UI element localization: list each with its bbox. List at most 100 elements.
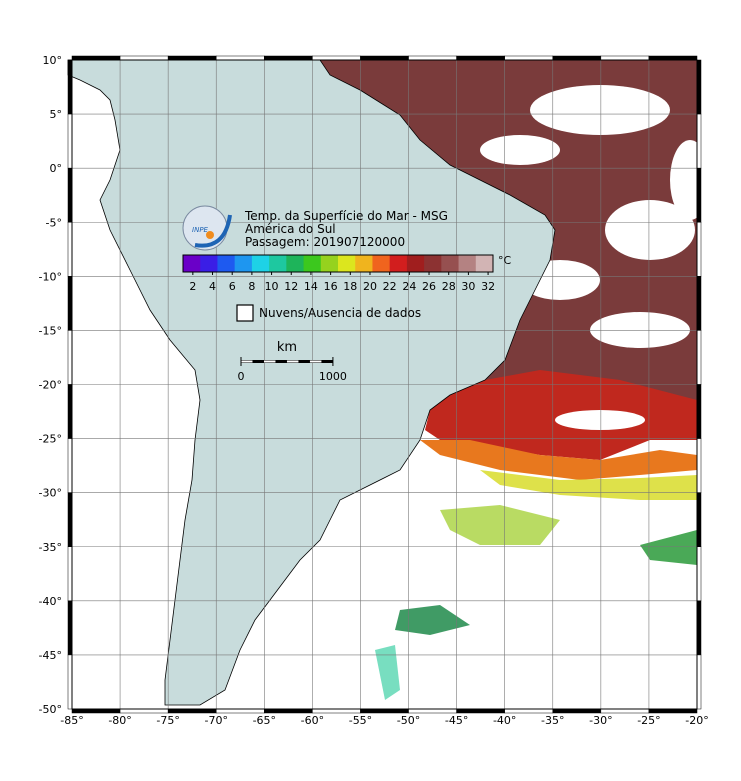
legend-text: Nuvens/Ausencia de dados [259,306,421,320]
frame-segment [67,167,73,223]
lat-label: -25° [39,433,62,446]
frame-segment [696,113,702,169]
colorbar-cell [286,255,305,272]
colorbar-cell [475,255,494,272]
lon-label: -75° [156,714,179,727]
colorbar-cell [234,255,253,272]
frame-segment [504,708,554,714]
frame-segment [67,113,73,169]
colorbar-label: 8 [248,280,255,293]
frame-segment [71,55,121,61]
colorbar-label: 20 [363,280,377,293]
colorbar-label: 28 [442,280,456,293]
scalebar-segment [263,360,276,363]
frame-segment [312,708,361,714]
lon-label: -65° [253,714,276,727]
frame-segment [264,55,313,61]
frame-segment [456,55,505,61]
lon-label: -35° [541,714,564,727]
clouds [480,85,710,430]
frame-segment [360,55,409,61]
sst-warm [320,60,697,450]
colorbar-label: 16 [324,280,338,293]
colorbar: 2 4 6 8 10 12 14 16 18 20 22 24 26 28 30 32 [182,254,495,293]
logo-dot [206,231,214,239]
logo-text: INPE [192,226,209,234]
lat-label: -50° [39,703,62,716]
sst-red [425,370,697,460]
sst-cyan [375,645,400,700]
colorbar-cell [372,255,391,272]
frame-segment [696,384,702,439]
colorbar-cell [217,255,236,272]
lon-label: -55° [349,714,372,727]
colorbar-label: 30 [461,280,475,293]
colorbar-cell [320,255,339,272]
lat-label: -30° [39,487,62,500]
frame-segment [67,59,73,115]
logo: INPE [182,205,232,251]
colorbar-label: 12 [284,280,298,293]
frame-segment [408,708,457,714]
legend-swatch [236,304,254,322]
scalebar: 0 1000 [238,357,347,383]
colorbar-cell [424,255,442,272]
sst-orange [420,440,697,480]
frame-segment [167,55,217,61]
frame-segment [456,708,505,714]
sst-yellowgreen [440,505,560,545]
colorbar-label: 24 [402,280,416,293]
lat-label: -15° [39,324,62,337]
lat-label: -20° [39,379,62,392]
lon-label: -60° [301,714,324,727]
frame-segment [67,276,73,331]
frame-segment [67,222,73,277]
colorbar-cell [338,255,356,272]
frame-outline [71,59,698,710]
frame-segment [504,55,554,61]
frame-segment [67,654,73,710]
scalebar-unit: km [277,340,297,355]
frame-segment [648,55,698,61]
scalebar-label: 1000 [319,370,347,383]
frame-segment [600,708,650,714]
frame-segment [215,55,265,61]
scalebar-segment [286,360,299,363]
colorbar-label: 26 [422,280,436,293]
frame-segment [67,546,73,602]
colorbar-label: 22 [383,280,397,293]
lat-label: -35° [39,541,62,554]
colorbar-cell [251,255,270,272]
axis-labels: -85° -80° -75° -70° -65° -60° -55° -50° -45° -40°… [39,54,709,727]
frame-segment [67,330,73,385]
frame-segment [696,167,702,223]
lon-label: -45° [445,714,468,727]
colorbar-cell [458,255,477,272]
colorbar-label: 14 [304,280,318,293]
lat-label: -5° [46,216,62,229]
frame-segment [67,600,73,656]
lon-label: -20° [685,714,708,727]
frame-segment [648,708,698,714]
pass: Passagem: 201907120000 [245,235,405,249]
frame-segment [167,708,217,714]
frame-segment [71,708,121,714]
lat-label: -10° [39,270,62,283]
frame [67,55,702,714]
sst-field [320,60,710,700]
frame-segment [696,330,702,385]
lon-label: -85° [60,714,83,727]
colorbar-label: 10 [265,280,279,293]
frame-segment [215,708,265,714]
frame-segment [67,384,73,439]
frame-segment [552,708,602,714]
frame-segment [600,55,650,61]
lat-label: 0° [50,162,63,175]
frame-segment [552,55,602,61]
frame-segment [696,59,702,115]
frame-segment [696,222,702,277]
lon-label: -50° [397,714,420,727]
frame-segment [360,708,409,714]
lat-label: 10° [43,54,63,67]
lat-label: -40° [39,595,62,608]
